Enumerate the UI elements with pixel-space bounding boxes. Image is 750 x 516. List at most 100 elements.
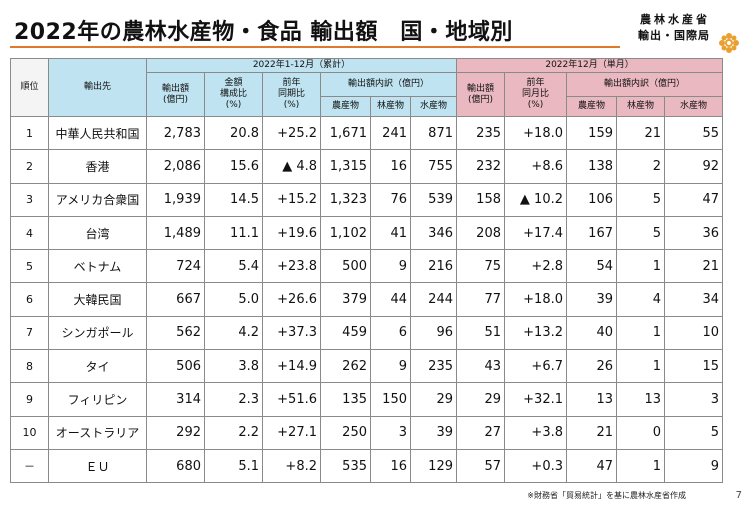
amount-cell: 667 bbox=[146, 282, 205, 317]
forest-cell: 9 bbox=[370, 349, 411, 384]
agri-cell: 262 bbox=[320, 349, 371, 384]
page-title: 2022年の農林水産物・食品 輸出額 国・地域別 bbox=[14, 20, 513, 45]
month-yoy-cell: +6.7 bbox=[504, 349, 567, 384]
table-row: 3 アメリカ合衆国 1,939 14.5 +15.2 1,323 76 539 158 ▲ 10.… bbox=[10, 182, 724, 217]
forest-cell: 76 bbox=[370, 182, 411, 217]
destination-cell: 台湾 bbox=[48, 215, 147, 251]
month-agri-cell: 13 bbox=[566, 382, 617, 417]
yoy-cell: ▲ 4.8 bbox=[262, 149, 321, 184]
month-forest-cell: 1 bbox=[616, 349, 665, 384]
rank-cell: 8 bbox=[10, 349, 49, 384]
month-agri-cell: 39 bbox=[566, 282, 617, 317]
month-agri-cell: 21 bbox=[566, 415, 617, 450]
forest-cell: 16 bbox=[370, 448, 411, 484]
forest-cell: 9 bbox=[370, 249, 411, 284]
month-agri-cell: 54 bbox=[566, 249, 617, 284]
month-amount-cell: 232 bbox=[456, 149, 505, 184]
month-forest-cell: 1 bbox=[616, 249, 665, 284]
destination-cell: ベトナム bbox=[48, 249, 147, 284]
header-month-agri: 農産物 bbox=[566, 96, 617, 117]
month-yoy-cell: +18.0 bbox=[504, 115, 567, 151]
organization-label: 農林水産省 輸出・国際局 bbox=[638, 12, 710, 44]
fish-cell: 244 bbox=[410, 282, 457, 317]
month-forest-cell: 1 bbox=[616, 448, 665, 484]
month-fish-cell: 5 bbox=[663, 415, 724, 450]
header-month-amount: 輸出額 (億円) bbox=[456, 72, 505, 117]
rank-cell: 6 bbox=[10, 282, 49, 317]
agri-cell: 250 bbox=[320, 415, 371, 450]
destination-cell: 香港 bbox=[48, 149, 147, 184]
forest-cell: 6 bbox=[370, 315, 411, 351]
table-row: 2 香港 2,086 15.6 ▲ 4.8 1,315 16 755 232 +8.6 138 2 92 bbox=[10, 149, 724, 184]
fish-cell: 539 bbox=[410, 182, 457, 217]
month-forest-cell: 4 bbox=[616, 282, 665, 317]
share-cell: 15.6 bbox=[204, 149, 263, 184]
header-share: 金額 構成比 (%) bbox=[204, 72, 263, 117]
table-row: 5 ベトナム 724 5.4 +23.8 500 9 216 75 +2.8 54 1 21 bbox=[10, 249, 724, 284]
forest-cell: 150 bbox=[370, 382, 411, 417]
table-row: 1 中華人民共和国 2,783 20.8 +25.2 1,671 241 871 235 +18.… bbox=[10, 115, 724, 151]
amount-cell: 314 bbox=[146, 382, 205, 417]
fish-cell: 29 bbox=[410, 382, 457, 417]
month-forest-cell: 2 bbox=[616, 149, 665, 184]
month-amount-cell: 57 bbox=[456, 448, 505, 484]
maff-logo-icon bbox=[719, 33, 739, 53]
share-cell: 2.3 bbox=[204, 382, 263, 417]
month-fish-cell: 34 bbox=[663, 282, 724, 317]
rank-cell: 4 bbox=[10, 215, 49, 251]
amount-cell: 1,489 bbox=[146, 215, 205, 251]
header-forest: 林産物 bbox=[370, 96, 411, 117]
rank-cell: － bbox=[10, 448, 49, 484]
amount-cell: 724 bbox=[146, 249, 205, 284]
month-forest-cell: 5 bbox=[616, 182, 665, 217]
fish-cell: 96 bbox=[410, 315, 457, 351]
agri-cell: 1,671 bbox=[320, 115, 371, 151]
destination-cell: タイ bbox=[48, 349, 147, 384]
month-fish-cell: 47 bbox=[663, 182, 724, 217]
table-row: 7 シンガポール 562 4.2 +37.3 459 6 96 51 +13.2 40 1 10 bbox=[10, 315, 724, 351]
month-agri-cell: 26 bbox=[566, 349, 617, 384]
share-cell: 3.8 bbox=[204, 349, 263, 384]
yoy-cell: +15.2 bbox=[262, 182, 321, 217]
month-fish-cell: 36 bbox=[663, 215, 724, 251]
yoy-cell: +37.3 bbox=[262, 315, 321, 351]
rank-cell: 5 bbox=[10, 249, 49, 284]
month-agri-cell: 138 bbox=[566, 149, 617, 184]
yoy-cell: +27.1 bbox=[262, 415, 321, 450]
header-month-fish: 水産物 bbox=[663, 96, 724, 117]
yoy-cell: +14.9 bbox=[262, 349, 321, 384]
month-fish-cell: 15 bbox=[663, 349, 724, 384]
agri-cell: 500 bbox=[320, 249, 371, 284]
amount-cell: 2,086 bbox=[146, 149, 205, 184]
agri-cell: 459 bbox=[320, 315, 371, 351]
forest-cell: 41 bbox=[370, 215, 411, 251]
table-row: 6 大韓民国 667 5.0 +26.6 379 44 244 77 +18.0 39 4 34 bbox=[10, 282, 724, 317]
header-fish: 水産物 bbox=[410, 96, 457, 117]
header-amount: 輸出額 (億円) bbox=[146, 72, 205, 117]
month-agri-cell: 106 bbox=[566, 182, 617, 217]
forest-cell: 16 bbox=[370, 149, 411, 184]
month-forest-cell: 21 bbox=[616, 115, 665, 151]
agri-cell: 1,315 bbox=[320, 149, 371, 184]
rank-cell: 1 bbox=[10, 115, 49, 151]
header-breakdown: 輸出額内訳（億円） bbox=[320, 72, 457, 97]
amount-cell: 562 bbox=[146, 315, 205, 351]
destination-cell: シンガポール bbox=[48, 315, 147, 351]
month-amount-cell: 235 bbox=[456, 115, 505, 151]
amount-cell: 1,939 bbox=[146, 182, 205, 217]
share-cell: 5.1 bbox=[204, 448, 263, 484]
fish-cell: 346 bbox=[410, 215, 457, 251]
month-forest-cell: 0 bbox=[616, 415, 665, 450]
month-agri-cell: 40 bbox=[566, 315, 617, 351]
month-fish-cell: 21 bbox=[663, 249, 724, 284]
share-cell: 2.2 bbox=[204, 415, 263, 450]
month-fish-cell: 92 bbox=[663, 149, 724, 184]
header-rank: 順位 bbox=[10, 58, 49, 117]
month-forest-cell: 5 bbox=[616, 215, 665, 251]
header-destination: 輸出先 bbox=[48, 58, 147, 117]
header-group-cumulative: 2022年1-12月（累計） bbox=[146, 58, 457, 73]
month-fish-cell: 3 bbox=[663, 382, 724, 417]
title-underline bbox=[10, 46, 620, 48]
forest-cell: 3 bbox=[370, 415, 411, 450]
fish-cell: 216 bbox=[410, 249, 457, 284]
